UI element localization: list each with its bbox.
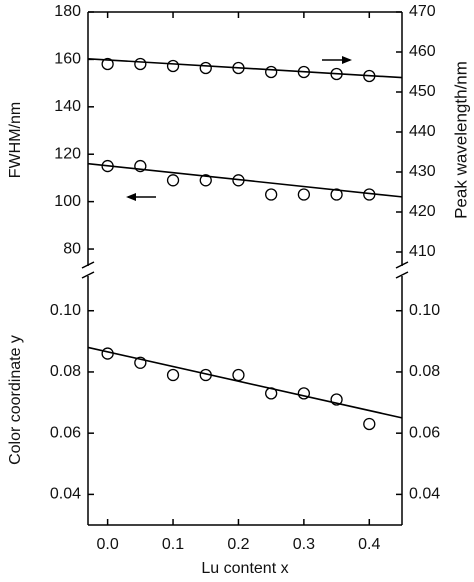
y2-tick-label: 420: [409, 203, 436, 220]
data-point: [134, 57, 147, 71]
data-point: [232, 174, 245, 187]
y-axis-label: FWHM/nm: [7, 102, 24, 178]
data-point: [232, 61, 245, 75]
y-axis-label: Color coordinate y: [7, 335, 24, 465]
y2-tick-label: 0.10: [409, 302, 440, 319]
y2-tick-label: 470: [409, 3, 436, 20]
data-point: [265, 387, 278, 400]
data-point: [330, 393, 343, 406]
fit-line: [87, 162, 403, 198]
x-tick-label: 0.0: [97, 536, 119, 553]
y-tick-label: 100: [54, 193, 81, 210]
y2-tick-label: 0.06: [409, 424, 440, 441]
data-point: [363, 188, 376, 201]
y-tick-label: 80: [63, 240, 81, 257]
data-point: [297, 65, 311, 79]
data-point: [134, 159, 147, 173]
data-point: [101, 57, 114, 71]
y-tick-label: 180: [54, 3, 81, 20]
y2-tick-label: 410: [409, 243, 436, 260]
y2-tick-label: 450: [409, 83, 436, 100]
data-point: [101, 347, 114, 360]
x-tick-label: 0.3: [293, 536, 315, 553]
y-tick-label: 120: [54, 145, 81, 162]
data-point: [297, 387, 311, 400]
y-tick-label: 0.10: [50, 302, 81, 319]
data-point: [166, 174, 180, 187]
arrows: [126, 56, 352, 201]
x-tick-label: 0.4: [358, 536, 380, 553]
y2-tick-label: 0.04: [409, 486, 440, 503]
data-point: [199, 61, 212, 75]
data-point: [297, 188, 311, 201]
y2-tick-label: 440: [409, 123, 436, 140]
y2-tick-label: 460: [409, 43, 436, 60]
y-tick-label: 140: [54, 98, 81, 115]
data-point: [265, 188, 278, 201]
data-point: [101, 159, 114, 173]
y-tick-label: 0.06: [50, 424, 81, 441]
data-point: [330, 67, 343, 81]
y-tick-label: 0.08: [50, 363, 81, 380]
fit-line: [87, 346, 403, 419]
x-axis-label: Lu content x: [201, 560, 288, 577]
frame: [81, 11, 409, 526]
data-point: [363, 417, 376, 431]
y-tick-label: 0.04: [50, 486, 81, 503]
data-point: [330, 188, 343, 201]
data-point: [166, 59, 180, 73]
x-tick-label: 0.1: [162, 536, 184, 553]
y2-tick-label: 0.08: [409, 363, 440, 380]
data-point: [166, 368, 180, 382]
data-point: [265, 65, 278, 79]
y2-tick-label: 430: [409, 163, 436, 180]
x-tick-label: 0.2: [227, 536, 249, 553]
y2-axis-label: Peak wavelength/nm: [451, 61, 470, 219]
data-point: [232, 368, 245, 382]
data-point: [199, 368, 212, 382]
data-point: [199, 174, 212, 187]
data-point: [134, 356, 147, 369]
data-point: [363, 69, 376, 83]
y-tick-label: 160: [54, 51, 81, 68]
fit-line: [87, 58, 403, 79]
